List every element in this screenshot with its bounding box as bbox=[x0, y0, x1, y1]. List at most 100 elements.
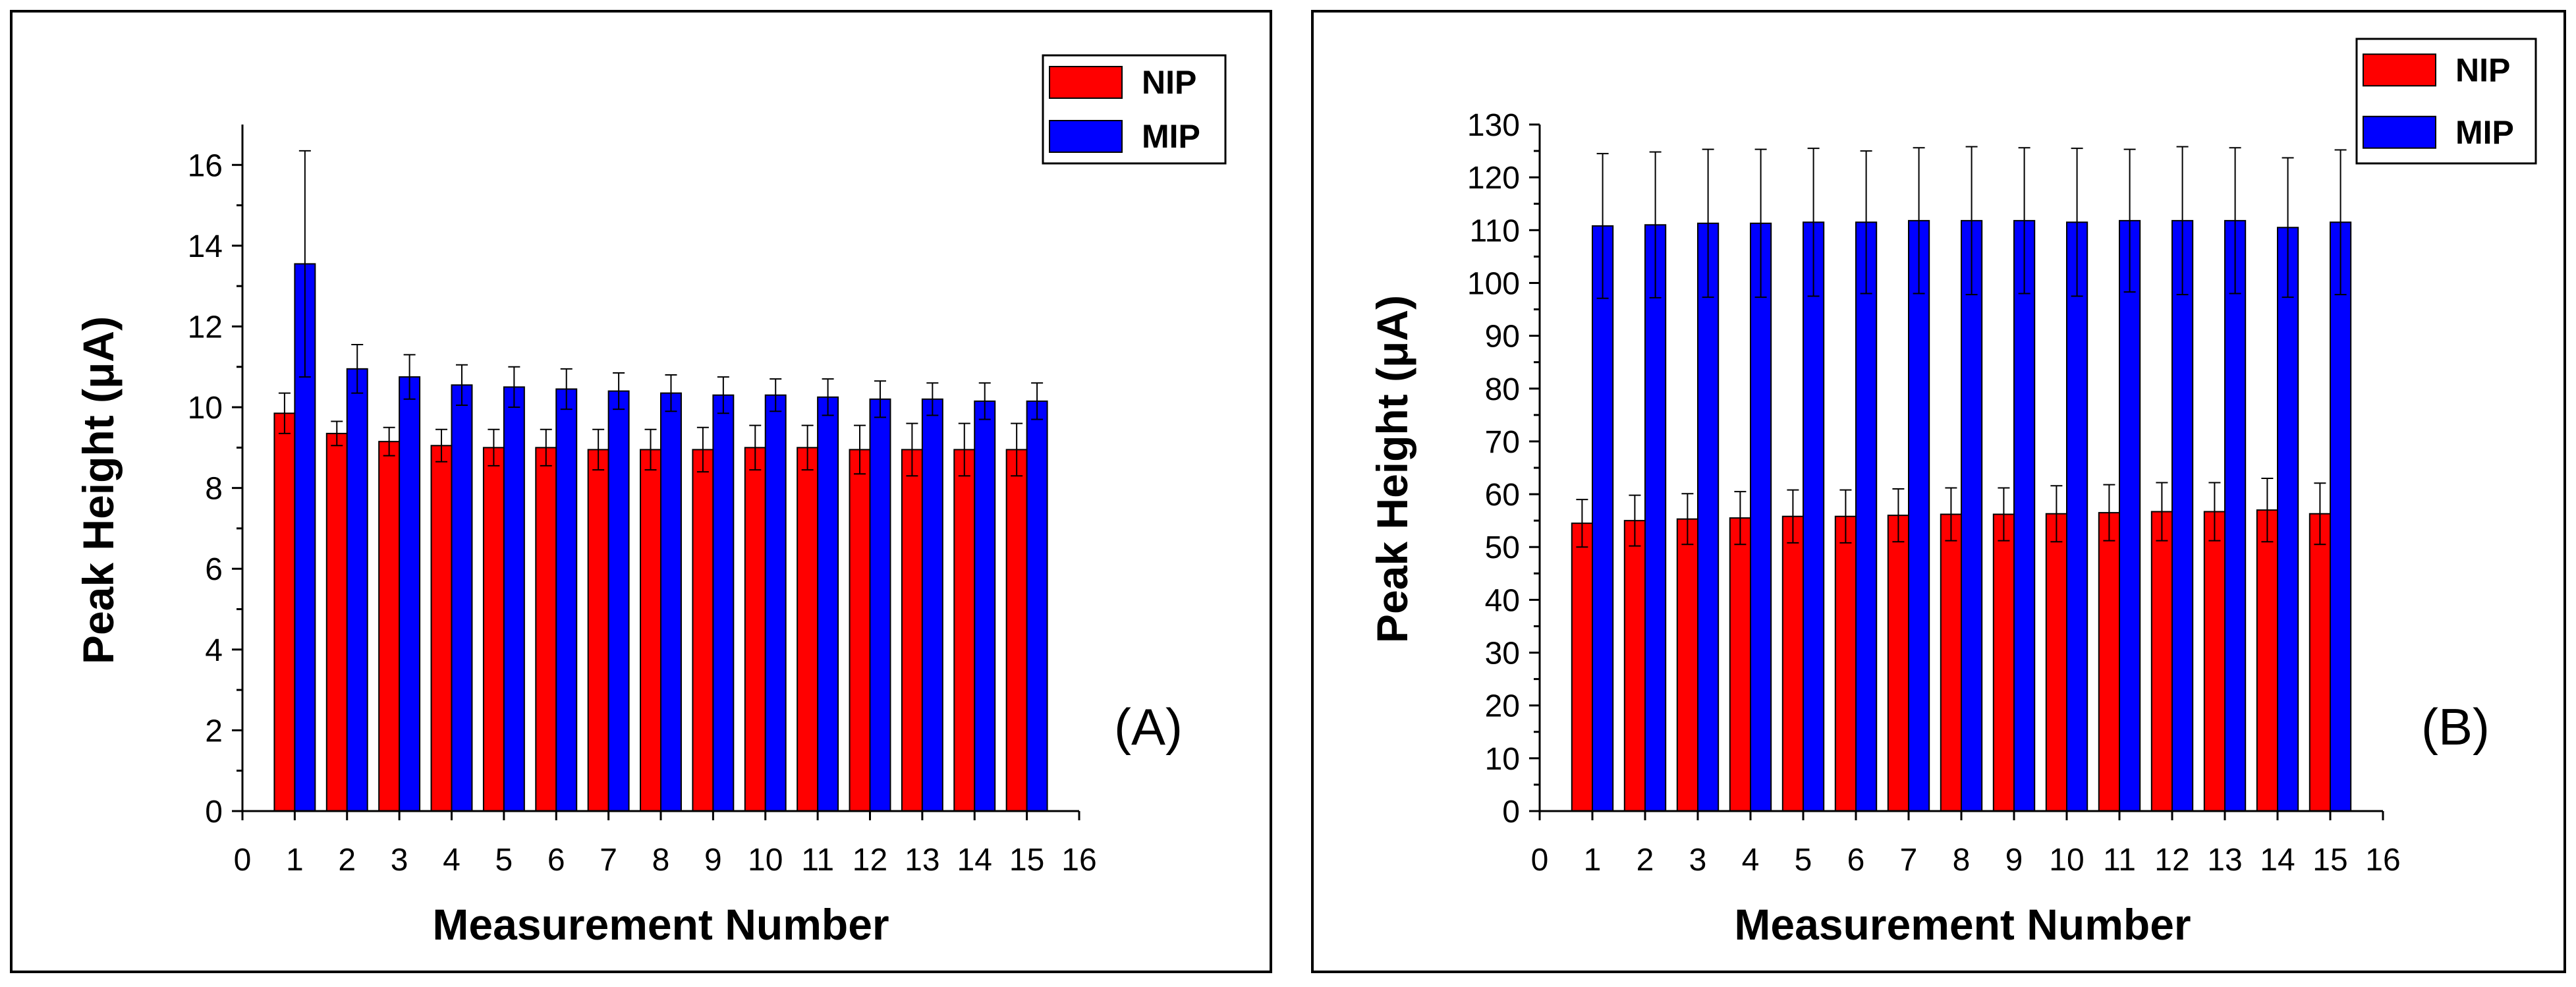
panel-a-x-tick-label-16: 16 bbox=[1061, 843, 1096, 878]
panel-b-x-tick-label-9: 9 bbox=[2005, 843, 2023, 878]
panel-a-bar-nip-5 bbox=[482, 447, 505, 812]
panel-b-y-tick-label-30: 30 bbox=[1485, 636, 1520, 671]
panel-b-bar-mip-13 bbox=[2224, 219, 2247, 812]
panel-a-bar-mip-7 bbox=[607, 390, 630, 812]
panel-a-bar-mip-11 bbox=[817, 396, 839, 812]
panel-b-bar-nip-3 bbox=[1676, 518, 1699, 812]
panel-b-bar-mip-11 bbox=[2119, 219, 2141, 812]
panel-b-x-tick-label-4: 4 bbox=[1742, 843, 1760, 878]
panel-a-errorbar-mip-8 bbox=[665, 374, 677, 412]
panel-a-bar-nip-6 bbox=[535, 447, 557, 812]
panel-b-x-tick-label-6: 6 bbox=[1847, 843, 1865, 878]
panel-b-errorbar-nip-6 bbox=[1839, 489, 1852, 544]
panel-b-bar-nip-7 bbox=[1887, 515, 1910, 812]
panel-b-bar-nip-5 bbox=[1781, 515, 1805, 812]
panel-b-bar-mip-10 bbox=[2066, 221, 2088, 812]
panel-a-label: (A) bbox=[1114, 698, 1183, 756]
panel-a-bar-nip-11 bbox=[797, 447, 819, 812]
panel-b-y-axis-label: Peak Height (μA) bbox=[1368, 295, 1416, 643]
panel-a-bar-nip-4 bbox=[430, 445, 453, 812]
panel-b-bar-mip-4 bbox=[1750, 222, 1772, 812]
panel-b-y-tick-label-50: 50 bbox=[1485, 530, 1520, 565]
panel-b-bar-nip-9 bbox=[1992, 513, 2015, 812]
panel-a-bar-nip-1 bbox=[273, 412, 296, 812]
panel-a-y-tick-label-14: 14 bbox=[188, 229, 223, 264]
panel-a-x-axis-label: Measurement Number bbox=[432, 900, 889, 949]
panel-a-errorbar-nip-4 bbox=[435, 428, 448, 463]
panel-b-y-tick-label-10: 10 bbox=[1485, 742, 1520, 777]
panel-a-bar-mip-14 bbox=[974, 400, 996, 812]
panel-b: Peak Height (μA) Measurement Number (B) … bbox=[1311, 10, 2566, 973]
panel-b-errorbar-mip-14 bbox=[2282, 157, 2294, 298]
panel-a-x-tick-label-7: 7 bbox=[600, 843, 617, 878]
panel-a-errorbar-mip-5 bbox=[508, 366, 520, 409]
panel-a-x-tick-label-0: 0 bbox=[234, 843, 252, 878]
panel-a-x-tick-label-14: 14 bbox=[957, 843, 992, 878]
panel-b-bar-mip-8 bbox=[1961, 219, 1983, 812]
panel-a-bar-mip-6 bbox=[555, 388, 578, 812]
panel-a-x-tick-label-13: 13 bbox=[905, 843, 939, 878]
panel-b-bar-nip-8 bbox=[1940, 513, 1963, 812]
panel-a-bar-nip-10 bbox=[744, 447, 766, 812]
panel-a-x-tick-label-5: 5 bbox=[495, 843, 513, 878]
panel-b-y-tick-label-120: 120 bbox=[1467, 161, 1520, 196]
panel-a-x-tick-label-6: 6 bbox=[547, 843, 565, 878]
panel-a-errorbar-nip-12 bbox=[854, 424, 866, 475]
panel-b-bar-nip-14 bbox=[2256, 509, 2279, 812]
panel-a-errorbar-mip-9 bbox=[717, 376, 729, 414]
panel-b-errorbar-nip-9 bbox=[1998, 487, 2010, 542]
panel-a-errorbar-mip-4 bbox=[455, 364, 468, 406]
panel-a-errorbar-nip-7 bbox=[592, 428, 605, 471]
panel-b-errorbar-nip-13 bbox=[2208, 482, 2221, 542]
panel-a-errorbar-nip-11 bbox=[801, 424, 814, 471]
panel-b-bar-mip-12 bbox=[2171, 219, 2194, 812]
panel-a-bar-nip-3 bbox=[378, 441, 401, 812]
panel-b-bar-mip-14 bbox=[2277, 227, 2299, 812]
panel-a-y-tick-label-10: 10 bbox=[188, 391, 223, 426]
panel-a-y-tick-label-6: 6 bbox=[205, 552, 223, 587]
panel-a-y-tick-label-8: 8 bbox=[205, 472, 223, 507]
panel-b-y-tick-label-20: 20 bbox=[1485, 689, 1520, 724]
panel-a-bar-nip-7 bbox=[587, 449, 609, 812]
panel-a-legend-label-mip: MIP bbox=[1142, 118, 1200, 155]
panel-b-y-tick-label-100: 100 bbox=[1467, 266, 1520, 301]
panel-a-bar-mip-15 bbox=[1026, 400, 1048, 812]
panel-a-errorbar-mip-11 bbox=[822, 378, 834, 416]
panel-a-x-tick-label-10: 10 bbox=[748, 843, 783, 878]
panel-a-errorbar-nip-13 bbox=[906, 422, 918, 477]
panel-a-bar-nip-15 bbox=[1005, 449, 1028, 812]
panel-a-errorbar-nip-1 bbox=[278, 392, 291, 434]
panel-a-legend: NIP MIP bbox=[1042, 54, 1227, 165]
panel-b-errorbar-mip-4 bbox=[1754, 148, 1767, 298]
panel-b-errorbar-nip-2 bbox=[1629, 494, 1641, 547]
panel-b-bar-nip-4 bbox=[1729, 517, 1752, 812]
panel-a-errorbar-mip-15 bbox=[1031, 382, 1044, 420]
panel-b-errorbar-nip-11 bbox=[2103, 484, 2115, 542]
panel-a-x-tick-label-1: 1 bbox=[286, 843, 304, 878]
panel-b-errorbar-mip-2 bbox=[1649, 151, 1662, 298]
panel-b-errorbar-nip-14 bbox=[2261, 478, 2274, 543]
panel-a-errorbar-nip-10 bbox=[749, 424, 762, 471]
panel-b-x-tick-label-1: 1 bbox=[1584, 843, 1602, 878]
panel-b-legend-label-nip: NIP bbox=[2455, 51, 2510, 88]
panel-b-y-tick-label-110: 110 bbox=[1469, 213, 1520, 248]
panel-b-bar-nip-11 bbox=[2098, 512, 2121, 812]
panel-a-errorbar-mip-12 bbox=[874, 380, 886, 418]
panel-a-bars bbox=[273, 150, 1048, 812]
panel-b-y-tick-label-60: 60 bbox=[1485, 478, 1520, 513]
panel-b-legend-swatch-mip bbox=[2363, 115, 2436, 149]
panel-a-axes: Peak Height (μA) Measurement Number (A) … bbox=[74, 54, 1227, 949]
panel-a-errorbar-nip-3 bbox=[383, 426, 395, 457]
panel-b-errorbar-mip-7 bbox=[1913, 147, 1925, 295]
panel-b-x-tick-label-2: 2 bbox=[1637, 843, 1654, 878]
panel-b-x-tick-label-15: 15 bbox=[2312, 843, 2347, 878]
panel-a-y-tick-label-0: 0 bbox=[205, 795, 223, 830]
panel-a-legend-label-nip: NIP bbox=[1142, 64, 1196, 101]
panel-a-bar-nip-2 bbox=[325, 432, 348, 812]
panel-a-errorbar-mip-3 bbox=[403, 354, 416, 400]
panel-a-legend-swatch-mip bbox=[1049, 120, 1123, 153]
panel-a-errorbar-nip-9 bbox=[696, 426, 709, 473]
panel-a-x-tick-label-9: 9 bbox=[704, 843, 722, 878]
panel-a-errorbar-nip-5 bbox=[488, 428, 500, 466]
panel-b-errorbar-nip-15 bbox=[2314, 482, 2326, 546]
